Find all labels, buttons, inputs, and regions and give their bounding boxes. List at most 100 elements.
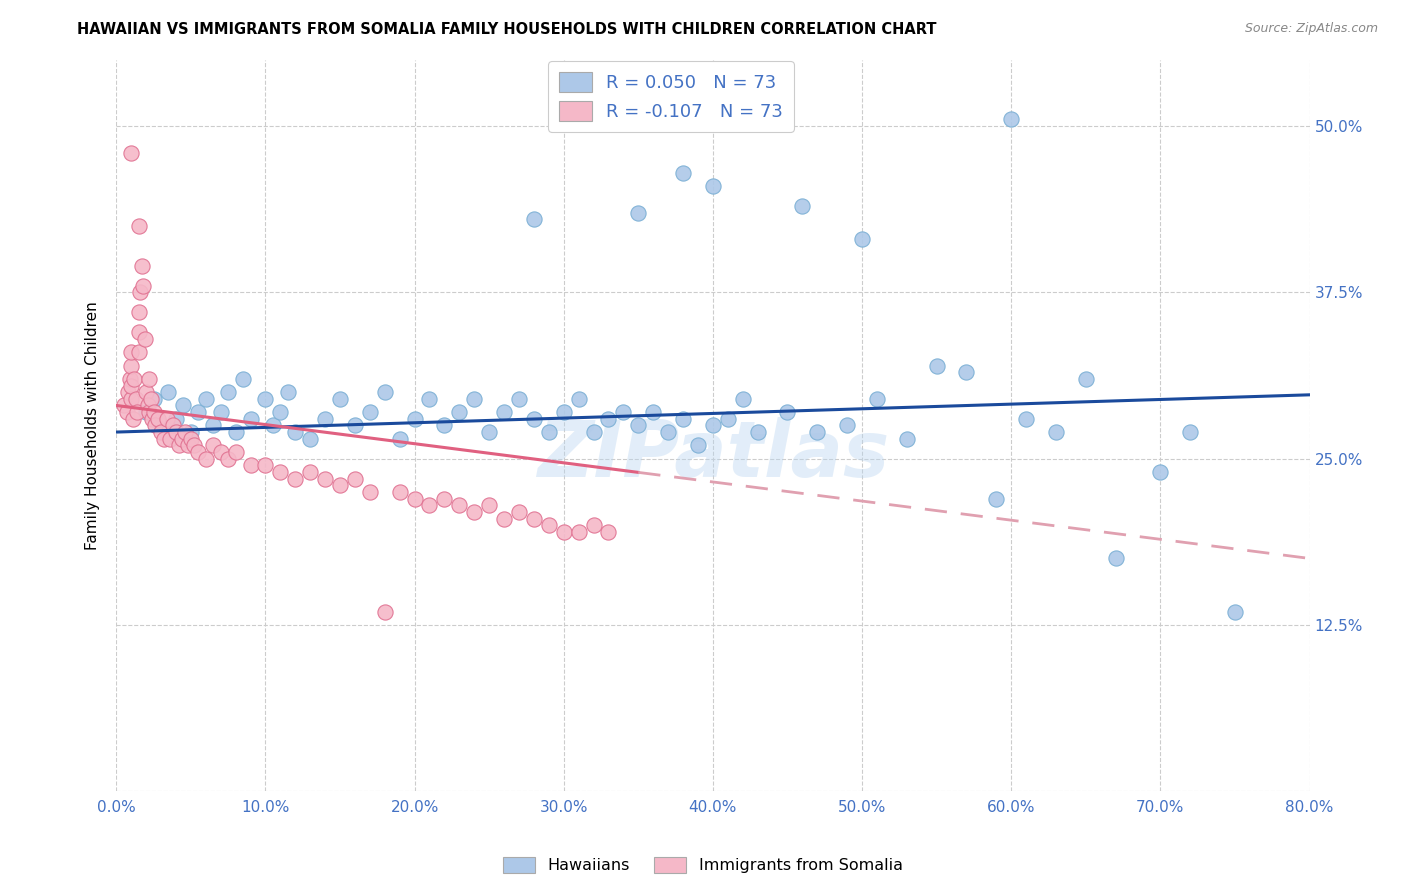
Point (180, 432, 202, 446)
Point (150, 418, 173, 433)
Point (112, 399, 135, 413)
Text: ZIPatlas: ZIPatlas (537, 417, 889, 492)
Point (165, 425, 187, 439)
Point (851, 232, 873, 246)
Point (449, 405, 471, 419)
Point (657, 425, 679, 439)
Point (433, 491, 456, 506)
Point (388, 432, 411, 446)
Point (115, 405, 138, 419)
Point (672, 411, 695, 425)
Point (134, 332, 156, 346)
Point (523, 212, 546, 227)
Point (202, 418, 225, 433)
Point (806, 425, 828, 439)
Point (142, 392, 165, 406)
Point (404, 411, 426, 425)
Point (388, 484, 411, 499)
Point (359, 405, 381, 419)
Point (217, 451, 239, 466)
Point (329, 392, 352, 406)
Point (172, 399, 194, 413)
Point (568, 524, 591, 539)
Point (1000, 112, 1022, 127)
Point (731, 392, 754, 406)
Point (1015, 411, 1038, 425)
Point (837, 418, 859, 433)
Point (702, 418, 724, 433)
Point (553, 524, 575, 539)
Text: HAWAIIAN VS IMMIGRANTS FROM SOMALIA FAMILY HOUSEHOLDS WITH CHILDREN CORRELATION : HAWAIIAN VS IMMIGRANTS FROM SOMALIA FAMI… (77, 22, 936, 37)
Point (627, 418, 650, 433)
Point (167, 438, 190, 452)
Point (717, 411, 740, 425)
Point (194, 392, 217, 406)
Point (329, 478, 352, 492)
Point (120, 345, 142, 359)
Point (702, 178, 724, 193)
Point (142, 405, 165, 419)
Point (374, 385, 396, 400)
Point (463, 392, 485, 406)
Point (1045, 425, 1067, 439)
Point (120, 378, 142, 392)
Point (284, 425, 307, 439)
Point (165, 411, 187, 425)
Point (508, 392, 530, 406)
Point (180, 425, 202, 439)
Text: Source: ZipAtlas.com: Source: ZipAtlas.com (1244, 22, 1378, 36)
Point (269, 465, 291, 479)
Point (217, 385, 239, 400)
Point (404, 491, 426, 506)
Point (122, 372, 145, 386)
Point (494, 511, 516, 525)
Point (537, 518, 560, 533)
Point (314, 472, 336, 486)
Point (449, 498, 471, 512)
Point (170, 432, 193, 446)
Point (239, 411, 262, 425)
Point (139, 392, 162, 406)
Point (643, 405, 665, 419)
Point (138, 372, 160, 386)
Point (194, 451, 217, 466)
Point (627, 205, 650, 219)
Point (598, 411, 620, 425)
Point (776, 405, 799, 419)
Point (612, 405, 634, 419)
Legend: Hawaiians, Immigrants from Somalia: Hawaiians, Immigrants from Somalia (496, 850, 910, 880)
Point (120, 359, 142, 373)
Point (925, 359, 948, 373)
Point (1074, 372, 1097, 386)
Point (132, 278, 155, 293)
Point (686, 438, 709, 452)
Point (157, 385, 180, 400)
Point (582, 425, 605, 439)
Point (478, 425, 501, 439)
Point (136, 399, 159, 413)
Point (127, 405, 149, 419)
Point (478, 498, 501, 512)
Point (209, 445, 232, 459)
Point (1223, 605, 1246, 619)
Point (986, 491, 1008, 506)
Point (150, 425, 173, 439)
Point (138, 405, 160, 419)
Point (131, 259, 153, 273)
Point (128, 219, 150, 233)
Point (128, 326, 150, 340)
Point (153, 432, 176, 446)
Point (209, 405, 232, 419)
Y-axis label: Family Households with Children: Family Households with Children (86, 301, 100, 549)
Point (128, 345, 150, 359)
Point (1149, 465, 1171, 479)
Point (747, 425, 769, 439)
Point (129, 285, 152, 300)
Point (143, 418, 166, 433)
Point (343, 418, 366, 433)
Point (553, 405, 575, 419)
Point (299, 432, 322, 446)
Point (202, 438, 225, 452)
Point (173, 425, 195, 439)
Point (866, 392, 889, 406)
